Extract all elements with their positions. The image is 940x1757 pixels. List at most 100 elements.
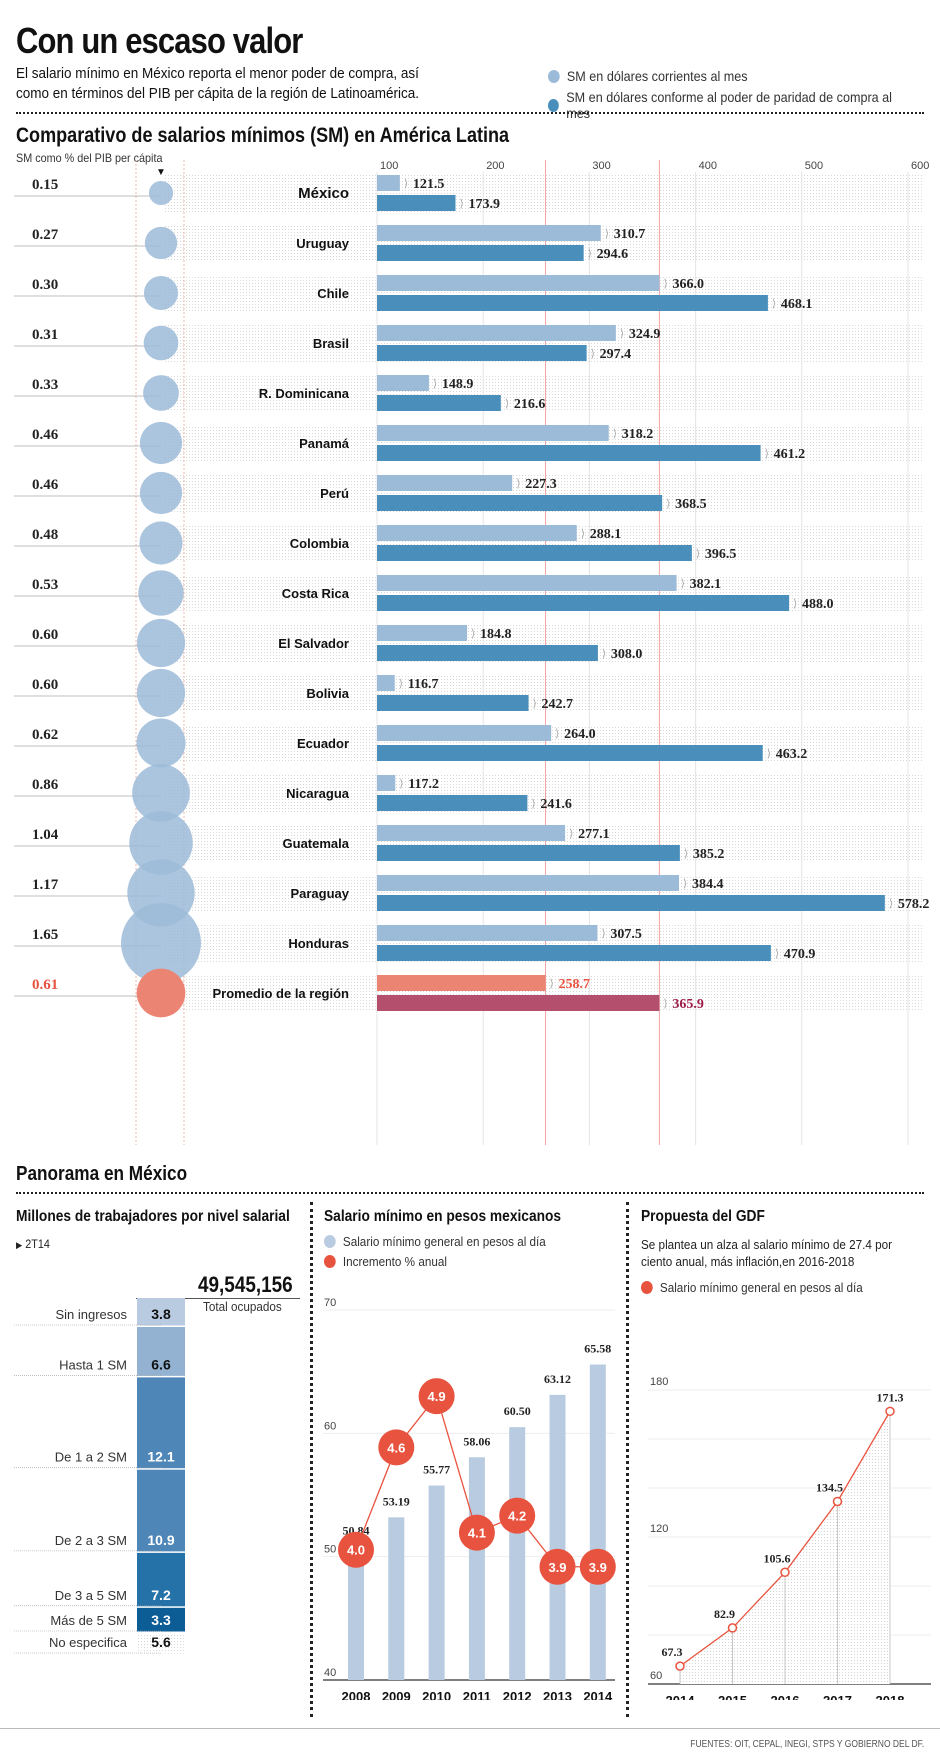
bracket-icon: ⟩ <box>775 948 779 960</box>
increment-label: 4.9 <box>428 1389 446 1404</box>
bar-ppp <box>377 245 584 261</box>
legend-label: SM en dólares conforme al poder de parid… <box>566 89 892 121</box>
legend-item-gdf: Salario mínimo general en pesos al día <box>641 1280 863 1295</box>
value-label-current: 366.0 <box>672 277 704 292</box>
pib-bubble <box>138 570 184 616</box>
bar-ppp <box>377 795 528 811</box>
legend-item-increment: Incremento % anual <box>324 1254 447 1269</box>
legend-item-salary: Salario mínimo general en pesos al día <box>324 1234 546 1249</box>
legend-label: SM en dólares corrientes al mes <box>566 68 748 84</box>
bracket-icon: ⟩ <box>505 398 509 410</box>
salary-bar <box>509 1427 526 1680</box>
bar-current <box>377 975 546 991</box>
pib-bubble <box>139 471 183 515</box>
country-label: Costa Rica <box>282 586 350 601</box>
value-label-current: 117.2 <box>408 777 439 792</box>
bracket-icon: ⟩ <box>471 628 475 640</box>
bar-ppp <box>377 545 692 561</box>
proposal-marker <box>832 1496 843 1507</box>
bracket-icon: ⟩ <box>602 648 606 660</box>
legend-dot-ppp-icon <box>548 98 560 112</box>
proposal-marker <box>780 1567 790 1578</box>
stack-segment <box>137 1633 185 1654</box>
increment-marker <box>418 1378 455 1415</box>
pib-ratio-label: 0.15 <box>32 177 58 193</box>
legend-item-current: SM en dólares corrientes al mes <box>548 68 748 84</box>
value-label-ppp: 578.2 <box>898 897 930 912</box>
country-label: Honduras <box>288 936 349 951</box>
legend-dot-increment-icon <box>324 1255 336 1268</box>
section-subtitle: SM como % del PIB per cápita <box>16 151 163 165</box>
x-tick-label: 2011 <box>463 1689 491 1700</box>
pib-bubble <box>144 226 178 260</box>
segment-label: Sin ingresos <box>55 1307 127 1322</box>
legend-dot-current-icon <box>548 69 560 83</box>
x-tick-label: 2014 <box>583 1689 613 1700</box>
proposal-value-label: 134.5 <box>816 1480 843 1494</box>
value-label-ppp: 470.9 <box>784 947 816 962</box>
bracket-icon: ⟩ <box>601 928 605 940</box>
salary-value-label: 55.77 <box>423 1463 450 1477</box>
bracket-icon: ⟩ <box>605 228 609 240</box>
bracket-icon: ⟩ <box>531 798 535 810</box>
proposal-marker <box>885 1406 895 1417</box>
pib-ratio-label: 0.60 <box>32 677 58 693</box>
sources-note: FUENTES: OIT, CEPAL, INEGI, STPS Y GOBIE… <box>690 1739 924 1750</box>
x-tick-label: 2016 <box>771 1693 800 1700</box>
y-tick-label: 70 <box>324 1297 336 1309</box>
bracket-icon: ⟩ <box>533 698 537 710</box>
increment-marker <box>378 1429 415 1466</box>
latam-salary-chart: 100 200 300 400 500 600 0.15 México ⟩ ⟩ 121.5 173.… <box>14 160 930 1145</box>
value-label-ppp: 385.2 <box>693 847 725 862</box>
bar-ppp <box>377 845 680 861</box>
bracket-icon: ⟩ <box>588 248 592 260</box>
pib-ratio-label: 1.65 <box>32 927 58 943</box>
bar-ppp <box>377 995 660 1011</box>
value-label-current: 310.7 <box>614 227 646 242</box>
x-tick-label: 2008 <box>342 1689 371 1700</box>
country-label: Nicaragua <box>286 786 350 801</box>
lede-text: El salario mínimo en México reporta el m… <box>16 65 419 102</box>
value-label-ppp: 241.6 <box>540 797 572 812</box>
bracket-icon: ⟩ <box>767 748 771 760</box>
pib-ratio-label: 0.30 <box>32 277 58 293</box>
panorama-title: Panorama en México <box>16 1163 188 1185</box>
stack-segment <box>137 1326 185 1376</box>
pib-ratio-label: 0.62 <box>32 727 58 743</box>
stack-segment <box>137 1469 185 1552</box>
pib-bubble <box>143 325 179 361</box>
salary-bar <box>348 1546 364 1680</box>
pib-bubble <box>136 718 186 768</box>
legend-item-ppp: SM en dólares conforme al poder de parid… <box>548 89 901 121</box>
bar-ppp <box>377 345 587 361</box>
segment-label: Más de 5 SM <box>50 1613 127 1628</box>
value-label-ppp: 461.2 <box>774 447 806 462</box>
increment-marker <box>458 1514 495 1551</box>
salary-value-label: 53.19 <box>383 1494 410 1508</box>
bracket-icon: ⟩ <box>683 878 687 890</box>
proposal-marker <box>727 1623 738 1633</box>
workers-title: Millones de trabajadores por nivel salar… <box>16 1208 290 1225</box>
segment-label: De 1 a 2 SM <box>55 1450 127 1465</box>
value-label-current: 227.3 <box>525 477 557 492</box>
salary-bar <box>468 1457 485 1680</box>
country-label: R. Dominicana <box>259 386 350 401</box>
segment-label: De 2 a 3 SM <box>55 1533 127 1548</box>
salary-value-label: 63.12 <box>544 1372 571 1386</box>
bracket-icon: ⟩ <box>569 828 573 840</box>
y-tick-label: 120 <box>650 1523 668 1535</box>
x-tick-label: 2012 <box>503 1689 532 1700</box>
value-label-ppp: 396.5 <box>705 547 737 562</box>
legend-dot-salary-icon <box>324 1235 336 1248</box>
value-label-current: 121.5 <box>413 177 445 192</box>
pib-bubble <box>143 375 179 411</box>
country-label: Chile <box>317 286 349 301</box>
value-label-current: 264.0 <box>564 727 596 742</box>
pib-bubble <box>148 180 174 206</box>
pib-bubble <box>136 668 186 718</box>
salary-bar <box>388 1517 405 1680</box>
bar-current <box>377 175 400 191</box>
row-band <box>165 175 923 212</box>
pib-bubble <box>139 421 183 465</box>
stack-segment <box>137 1552 185 1607</box>
